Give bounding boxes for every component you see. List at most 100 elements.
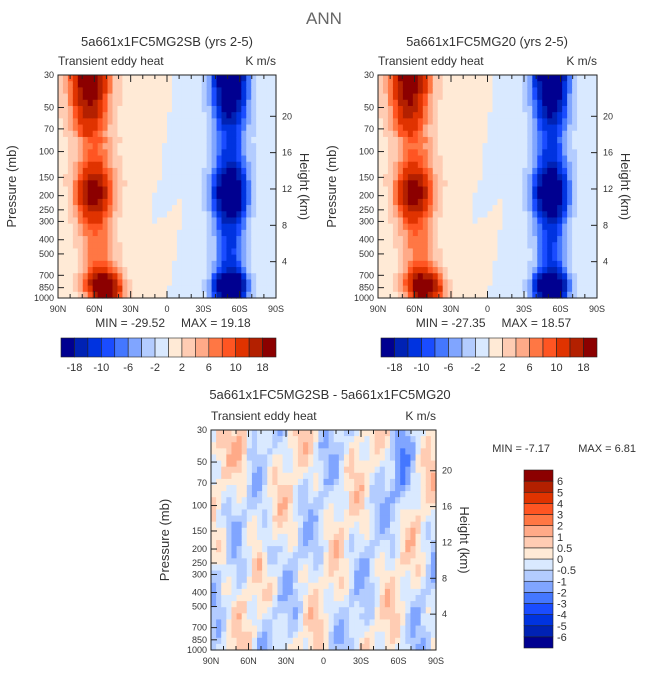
contour-cell [216, 527, 222, 535]
contour-cell [412, 279, 419, 287]
contour-cell [186, 242, 193, 250]
contour-cell [318, 643, 325, 651]
contour-cell [407, 75, 414, 82]
contour-cell [82, 186, 89, 194]
contour-cell [323, 601, 330, 608]
contour-cell [430, 546, 437, 553]
x-tick-label: 60N [406, 304, 423, 314]
contour-cell [527, 291, 533, 299]
contour-cell [271, 205, 277, 212]
contour-cell [147, 149, 153, 157]
contour-cell [379, 430, 386, 437]
contour-cell [527, 260, 533, 268]
contour-cell [226, 167, 232, 175]
contour-cell [262, 478, 268, 486]
contour-cell [137, 130, 143, 138]
contour-cell [512, 236, 518, 243]
contour-cell [410, 442, 417, 449]
contour-cell [303, 631, 309, 639]
contour-cell [467, 149, 474, 157]
contour-cell [378, 180, 384, 188]
contour-cell [395, 430, 401, 437]
contour-cell [186, 279, 193, 287]
contour-cell [587, 260, 593, 268]
contour-cell [236, 540, 243, 547]
contour-cell [167, 285, 173, 293]
contour-cell [400, 472, 406, 480]
contour-cell [287, 509, 294, 517]
contour-cell [400, 478, 406, 486]
contour-cell [303, 643, 309, 651]
colorbar-swatch [394, 337, 409, 358]
contour-cell [303, 448, 309, 456]
contour-cell [374, 491, 381, 498]
chart-panel-1: 5a661x1FC5MG20 (yrs 2-5)Transient eddy h… [324, 34, 633, 374]
contour-cell [338, 472, 345, 480]
contour-cell [267, 472, 273, 480]
contour-cell [587, 267, 593, 274]
contour-cell [425, 442, 432, 449]
contour-cell [392, 211, 399, 219]
contour-cell [587, 180, 593, 188]
contour-cell [257, 637, 263, 645]
contour-cell [196, 118, 203, 126]
contour-cell [547, 99, 553, 107]
contour-cell [241, 273, 247, 281]
contour-cell [132, 130, 138, 138]
contour-field [58, 75, 277, 299]
contour-cell [547, 118, 553, 126]
contour-cell [457, 105, 464, 113]
contour-cell [266, 192, 272, 200]
contour-cell [241, 442, 248, 449]
contour-cell [410, 595, 417, 602]
contour-cell [382, 267, 389, 274]
contour-cell [412, 217, 419, 225]
contour-cell [378, 198, 384, 206]
contour-cell [402, 87, 409, 95]
contour-cell [226, 448, 233, 456]
contour-cell [592, 211, 598, 219]
contour-cell [452, 81, 459, 88]
contour-cell [171, 223, 178, 231]
contour-cell [117, 174, 123, 181]
contour-cell [557, 254, 563, 262]
y-right-tick-label: 20 [603, 111, 613, 121]
contour-cell [287, 497, 294, 504]
contour-cell [231, 472, 238, 480]
contour-cell [407, 217, 414, 225]
contour-cell [137, 93, 143, 101]
contour-cell [308, 460, 314, 468]
contour-cell [112, 260, 119, 268]
contour-cell [512, 99, 518, 107]
contour-cell [167, 217, 173, 225]
contour-cell [112, 174, 119, 181]
contour-cell [415, 595, 422, 602]
contour-cell [592, 223, 598, 231]
contour-cell [395, 478, 401, 486]
contour-cell [410, 491, 417, 498]
contour-cell [147, 260, 153, 268]
contour-cell [231, 291, 237, 299]
contour-cell [359, 607, 366, 614]
contour-cell [442, 291, 449, 299]
contour-cell [87, 174, 94, 181]
contour-cell [392, 260, 399, 268]
contour-cell [462, 99, 469, 107]
contour-cell [359, 448, 366, 456]
contour-cell [201, 99, 208, 107]
contour-cell [587, 105, 593, 113]
contour-cell [562, 143, 568, 150]
contour-cell [422, 260, 429, 268]
contour-cell [442, 87, 449, 95]
contour-cell [282, 564, 289, 572]
contour-cell [452, 198, 459, 206]
contour-cell [303, 509, 309, 517]
contour-cell [112, 217, 119, 225]
contour-cell [67, 198, 74, 206]
contour-cell [487, 105, 494, 113]
contour-cell [226, 118, 232, 126]
contour-cell [142, 124, 148, 132]
contour-cell [87, 87, 94, 95]
contour-cell [261, 248, 267, 256]
contour-cell [162, 260, 168, 268]
